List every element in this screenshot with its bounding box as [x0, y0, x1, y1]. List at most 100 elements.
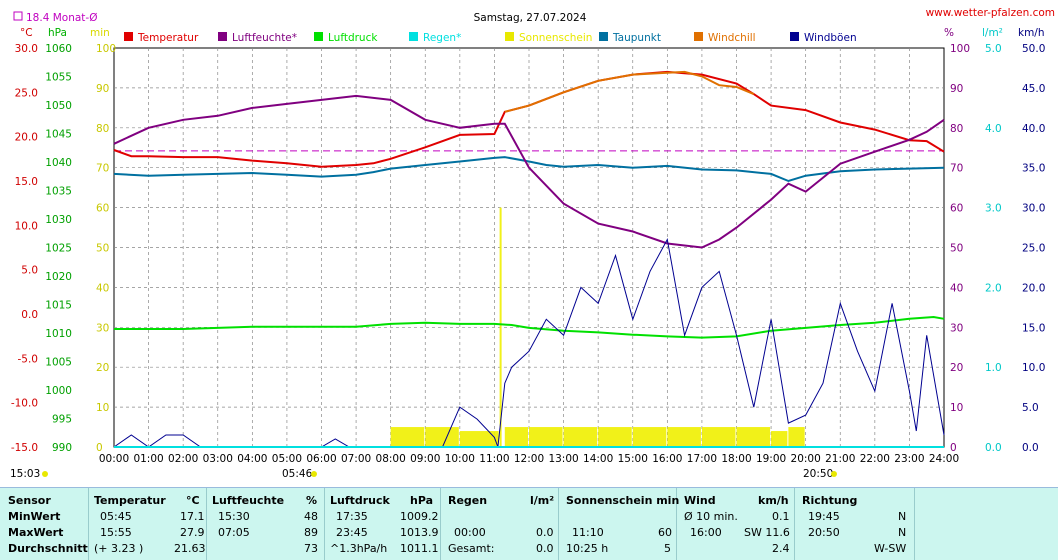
sun-max-time: 11:10 [572, 526, 604, 539]
sunrise-icon [311, 471, 317, 477]
legend-swatch [599, 32, 608, 41]
y-tick-hum: 50 [950, 243, 963, 255]
dir-avg: W-SW [874, 542, 907, 555]
y-tick-wind: 40.0 [1022, 123, 1045, 135]
unit-rain: l/m² [982, 27, 1003, 39]
legend-label: Luftdruck [328, 32, 378, 44]
unit-press: hPa [48, 27, 67, 39]
x-tick-label: 09:00 [410, 453, 440, 465]
x-tick-label: 01:00 [133, 453, 163, 465]
stats-col-wind: Wind km/h Ø 10 min. 0.1 16:00 SW 11.6 2.… [676, 488, 795, 560]
y-tick-temp: 15.0 [15, 176, 38, 188]
x-tick-label: 19:00 [756, 453, 786, 465]
y-tick-hum: 40 [950, 282, 963, 294]
legend-label: Luftfeuchte* [232, 32, 297, 44]
temp-min: 17.1 [180, 510, 205, 523]
x-tick-label: 08:00 [376, 453, 406, 465]
y-tick-wind: 0.0 [1022, 442, 1039, 454]
sunshine-bar [788, 427, 805, 447]
y-tick-sun: 30 [96, 322, 109, 334]
rain-total: 0.0 [536, 542, 554, 555]
press-avg: 1011.1 [400, 542, 439, 555]
temp-min-time: 05:45 [100, 510, 132, 523]
hum-max-time: 07:05 [218, 526, 250, 539]
stats-unit-hum: % [306, 494, 318, 507]
y-tick-wind: 35.0 [1022, 163, 1045, 175]
y-tick-press: 1055 [45, 72, 72, 84]
stats-col-rain: Regen l/m² 00:00 0.0 Gesamt: 0.0 [440, 488, 559, 560]
y-tick-sun: 90 [96, 83, 109, 95]
y-tick-wind: 30.0 [1022, 203, 1045, 215]
series-line-luftfeuchte [113, 94, 945, 249]
x-tick-label: 04:00 [237, 453, 267, 465]
y-tick-temp: -15.0 [11, 442, 38, 454]
sunshine-bar [425, 427, 459, 447]
x-tick-label: 24:00 [929, 453, 959, 465]
sunset-time: 20:50 [803, 468, 833, 480]
y-tick-wind: 10.0 [1022, 362, 1045, 374]
sun-total: 10:25 h [566, 542, 609, 555]
x-tick-label: 00:00 [99, 453, 129, 465]
sunshine-bar [701, 427, 736, 447]
hum-min-time: 15:30 [218, 510, 250, 523]
temp-avg: 21.63 [174, 542, 206, 555]
sun-avg: 5 [664, 542, 671, 555]
y-tick-sun: 0 [96, 442, 103, 454]
sun-icon [42, 471, 48, 477]
rain-max: 0.0 [536, 526, 554, 539]
y-tick-press: 1060 [45, 43, 72, 55]
stats-col-temp: Temperatur °C 05:45 17.1 15:55 27.9 (+ 3… [88, 488, 207, 560]
stats-header-dir: Richtung [802, 494, 858, 507]
x-tick-label: 10:00 [445, 453, 475, 465]
wind-max-time: 16:00 [690, 526, 722, 539]
sunshine-bar [563, 427, 598, 447]
sunrise-time: 05:46 [282, 468, 313, 480]
y-tick-hum: 30 [950, 322, 963, 334]
stats-header-rain: Regen [448, 494, 488, 507]
y-tick-wind: 25.0 [1022, 243, 1045, 255]
x-tick-label: 23:00 [894, 453, 924, 465]
y-tick-press: 1045 [45, 129, 72, 141]
y-tick-temp: 30.0 [15, 43, 38, 55]
stats-header-sensor: Sensor [8, 494, 51, 507]
y-tick-press: 995 [52, 414, 72, 426]
month-avg-label: 18.4 Monat-Ø [26, 12, 97, 24]
y-tick-hum: 100 [950, 43, 970, 55]
chart-series [113, 70, 945, 448]
y-tick-hum: 80 [950, 123, 963, 135]
sun-max: 60 [658, 526, 672, 539]
stats-row-max: MaxWert [8, 526, 64, 539]
y-tick-wind: 5.0 [1022, 402, 1039, 414]
y-tick-temp: 25.0 [15, 87, 38, 99]
stats-header-hum: Luftfeuchte [212, 494, 285, 507]
axis-ticks: 00:00 01:00 02:00 03:00 04:00 05:00 06:00 07:00… [11, 43, 1046, 465]
y-tick-press: 1050 [45, 100, 72, 112]
site-link[interactable]: www.wetter-pfalzen.com [926, 7, 1055, 19]
wind-min-label: Ø 10 min. [684, 510, 738, 523]
month-avg-marker-icon [13, 11, 23, 21]
stats-header-press: Luftdruck [330, 494, 390, 507]
y-tick-temp: -5.0 [18, 353, 39, 365]
y-tick-sun: 50 [96, 243, 109, 255]
stats-unit-rain: l/m² [530, 494, 555, 507]
x-tick-label: 17:00 [687, 453, 717, 465]
stats-col-dir: Richtung 19:45 N 20:50 N W-SW [794, 488, 915, 560]
x-tick-label: 12:00 [514, 453, 544, 465]
dir-max-time: 20:50 [808, 526, 840, 539]
x-tick-label: 16:00 [652, 453, 682, 465]
y-tick-sun: 20 [96, 362, 109, 374]
x-tick-label: 11:00 [479, 453, 509, 465]
dir-min: N [898, 510, 907, 523]
sunshine-bar [667, 427, 701, 447]
legend-swatch [218, 32, 227, 41]
y-tick-press: 990 [52, 442, 72, 454]
sunset-icon [831, 471, 837, 477]
hum-avg: 73 [304, 542, 318, 555]
y-tick-press: 1040 [45, 157, 72, 169]
wind-min: 0.1 [772, 510, 790, 523]
y-tick-wind: 20.0 [1022, 282, 1045, 294]
y-tick-hum: 90 [950, 83, 963, 95]
stats-unit-press: hPa [410, 494, 434, 507]
y-tick-rain: 1.0 [985, 362, 1002, 374]
y-tick-temp: -10.0 [11, 398, 38, 410]
